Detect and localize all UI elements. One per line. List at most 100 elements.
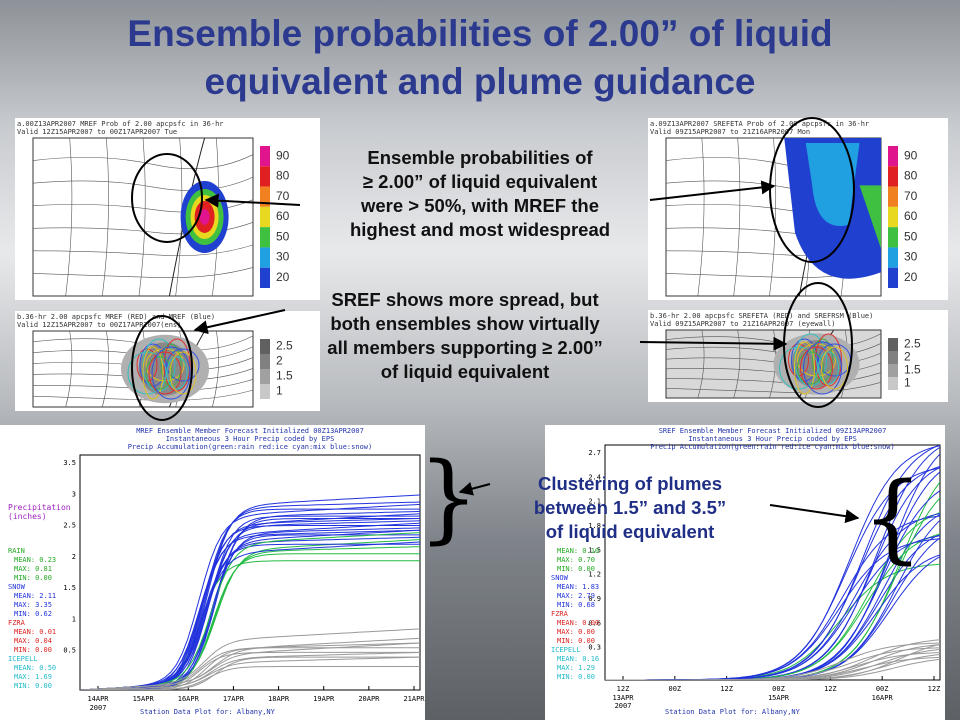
callout-line: between 1.5” and 3.5” — [533, 497, 727, 518]
member-contour — [788, 343, 809, 377]
member-line — [80, 666, 420, 690]
legend-entry: MEAN: 0.10 — [557, 547, 600, 555]
y-tick-label: 1 — [72, 615, 76, 623]
callout-line: ≥ 2.00” of liquid equivalent — [362, 171, 598, 192]
member-line — [80, 637, 420, 690]
y-tick-label: 0.6 — [588, 619, 601, 627]
header-line: Valid 09Z15APR2007 to 21Z16APR2007 (eyew… — [650, 320, 836, 328]
highlight-circle — [783, 282, 853, 408]
member-contour — [797, 351, 824, 385]
colorbar-label: 80 — [276, 169, 290, 183]
header-line: Instantaneous 3 Hour Precip coded by EPS — [165, 435, 335, 443]
colorbar-label: 20 — [276, 270, 290, 284]
callout: Clustering of plumes between 1.5” and 3.5… — [490, 472, 770, 544]
legend-title-line: Precipitation — [8, 503, 71, 512]
header-line: a.09Z13APR2007 SREFETA Prob of 2.00 apcp… — [650, 120, 870, 128]
colorbar-cell — [888, 146, 898, 167]
member-lines — [80, 494, 420, 690]
member-line — [605, 535, 940, 680]
x-date-label: 16APR — [872, 694, 894, 702]
brace: { — [862, 462, 924, 574]
colorbar-label: 2 — [276, 354, 283, 368]
legend-entry: MIN: 0.68 — [557, 601, 595, 609]
colorbar-label: 2.5 — [276, 339, 293, 353]
colorbar-cell — [888, 267, 898, 288]
colorbar-label: 60 — [904, 209, 918, 223]
highlight-circle — [131, 315, 193, 421]
colorbar-cell — [888, 377, 898, 390]
map-image: 2.521.51 — [32, 330, 293, 408]
member-contour — [148, 351, 182, 395]
callout-line: were > 50%, with MREF the — [361, 195, 599, 216]
colorbar-cell — [260, 227, 270, 248]
legend-entry: SNOW — [551, 574, 568, 582]
plot-footer: Station Data Plot for: Albany,NY — [140, 708, 275, 716]
header-line: Precip Accumulation(green:rain red:ice c… — [127, 443, 373, 451]
plot-frame — [604, 444, 941, 681]
colorbar-cell — [260, 206, 270, 228]
legend-entry: MIN: 0.00 — [14, 646, 52, 654]
member-line — [80, 651, 420, 690]
colorbar-cell — [888, 338, 898, 351]
legend-entry: MAX: 0.70 — [557, 556, 595, 564]
header-line: Valid 09Z15APR2007 to 21Z16APR2007 Mon — [650, 128, 811, 136]
colorbar-label: 90 — [276, 148, 290, 162]
x-date-label: 13APR — [612, 694, 634, 702]
member-lines — [605, 445, 940, 680]
x-tick-label: 12Z — [928, 685, 941, 693]
legend-entry: MAX: 0.04 — [14, 637, 52, 645]
colorbar-cell — [260, 166, 270, 187]
y-tick-label: 1.2 — [588, 571, 601, 579]
colorbar-cell — [888, 247, 898, 268]
colorbar-label: 90 — [904, 148, 918, 162]
spread-area — [138, 342, 192, 396]
legend-entry: MAX: 0.00 — [557, 628, 595, 636]
x-tick-label: 12Z — [720, 685, 733, 693]
legend-entry: FZRA — [8, 619, 25, 627]
map-header: a.00Z13APR2007 MREF Prob of 2.00 apcpsfc… — [17, 120, 224, 136]
member-line — [605, 644, 940, 680]
callout: SREF shows more spread, but both ensemble… — [260, 288, 670, 384]
legend-entry: SNOW — [8, 583, 25, 591]
colorbar-label: 50 — [276, 229, 290, 243]
map-header: b.36-hr 2.00 apcpsfc SREFETA (RED) and S… — [650, 312, 873, 328]
member-contour — [166, 356, 188, 390]
callout-line: all members supporting ≥ 2.00” — [327, 337, 603, 358]
legend-entry: MEAN: 0.00 — [557, 619, 600, 627]
colorbar-label: 1.5 — [904, 363, 921, 377]
x-year-label: 2007 — [90, 704, 107, 712]
legend-entry: FZRA — [551, 610, 568, 618]
y-tick-label: 0.9 — [588, 595, 601, 603]
y-tick-label: 2.4 — [588, 473, 601, 481]
member-contour — [166, 348, 200, 382]
plot-footer: Station Data Plot for: Albany,NY — [665, 708, 800, 716]
colorbar-cell — [888, 186, 898, 207]
arrow — [769, 504, 860, 524]
x-date-label: 15APR — [768, 694, 790, 702]
prob-area — [805, 143, 860, 227]
legend-entry: ICEPELL — [551, 646, 581, 654]
legend-entry: MAX: 1.29 — [557, 664, 595, 672]
arrow — [639, 336, 788, 351]
legend-entry: ICEPELL — [8, 655, 38, 663]
legend-entry: MIN: 0.00 — [557, 637, 595, 645]
x-tick-label: 17APR — [223, 695, 245, 703]
callout-line: of liquid equivalent — [545, 521, 715, 542]
header-line: a.00Z13APR2007 MREF Prob of 2.00 apcpsfc… — [17, 120, 224, 128]
callout-line: highest and most widespread — [349, 219, 611, 240]
legend-entry: MIN: 0.62 — [14, 610, 52, 618]
arrow — [204, 193, 301, 208]
colorbar-cell — [260, 369, 270, 384]
colorbar-label: 80 — [904, 169, 918, 183]
legend-title-line: (inches) — [8, 512, 47, 521]
x-tick-label: 12Z — [824, 685, 837, 693]
legend-entry: MAX: 3.35 — [14, 601, 52, 609]
legend-entry: MIN: 0.00 — [14, 574, 52, 582]
legend-entry: MAX: 2.79 — [557, 592, 595, 600]
x-year-label: 2007 — [615, 702, 632, 710]
callout-line: both ensembles show virtually — [330, 313, 600, 334]
plot-frame — [79, 454, 421, 691]
x-tick-label: 00Z — [876, 685, 889, 693]
